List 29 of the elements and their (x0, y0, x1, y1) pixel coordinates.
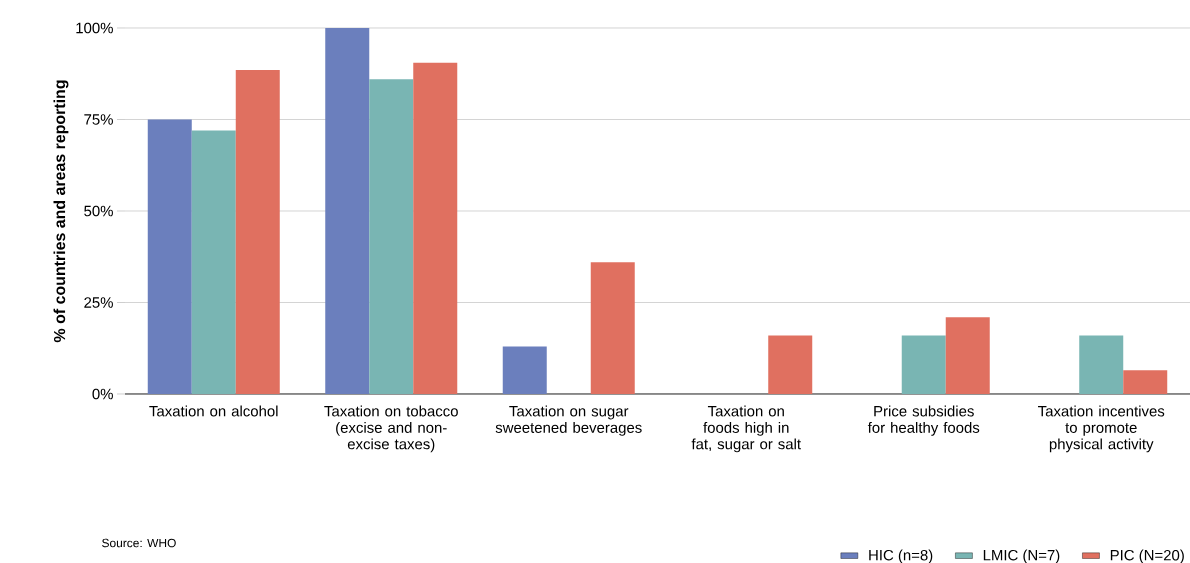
bar (945, 317, 990, 394)
x-tick-label: Taxation incentives to promote physical activity (1038, 405, 1165, 453)
y-tick-label: 75% (84, 114, 113, 125)
bar (369, 79, 414, 394)
x-tick-label: Taxation on alcohol (149, 405, 278, 417)
x-tick-label: Taxation on sugar sweetened beverages (495, 405, 642, 436)
legend-label: LMIC (N=7) (983, 549, 1060, 563)
bar (235, 70, 280, 394)
source-note: Source: WHO (102, 538, 176, 548)
y-tick-label: 100% (76, 22, 113, 34)
bar (413, 62, 458, 394)
x-tick-label: Price subsidies for healthy foods (867, 405, 980, 436)
y-tick-label: 25% (84, 297, 113, 308)
x-tick-label: Taxation on tobacco (excise and non-excise taxes) (324, 405, 458, 453)
bar (325, 27, 370, 394)
bar (901, 335, 946, 394)
y-tick-label: 0% (92, 388, 113, 400)
legend-label: PIC (N=20) (1110, 549, 1184, 563)
bar (191, 130, 236, 394)
bar (1123, 370, 1168, 394)
x-tick-label: Taxation on foods high in fat, sugar or salt (691, 405, 801, 453)
bar (147, 119, 192, 394)
legend-label: HIC (n=8) (869, 549, 933, 563)
y-tick-label: 50% (84, 205, 113, 217)
y-axis-title: % of countries and areas reporting (53, 80, 69, 343)
bar (502, 346, 547, 394)
bar (768, 335, 813, 394)
bar (1079, 335, 1124, 394)
bar (590, 262, 635, 394)
